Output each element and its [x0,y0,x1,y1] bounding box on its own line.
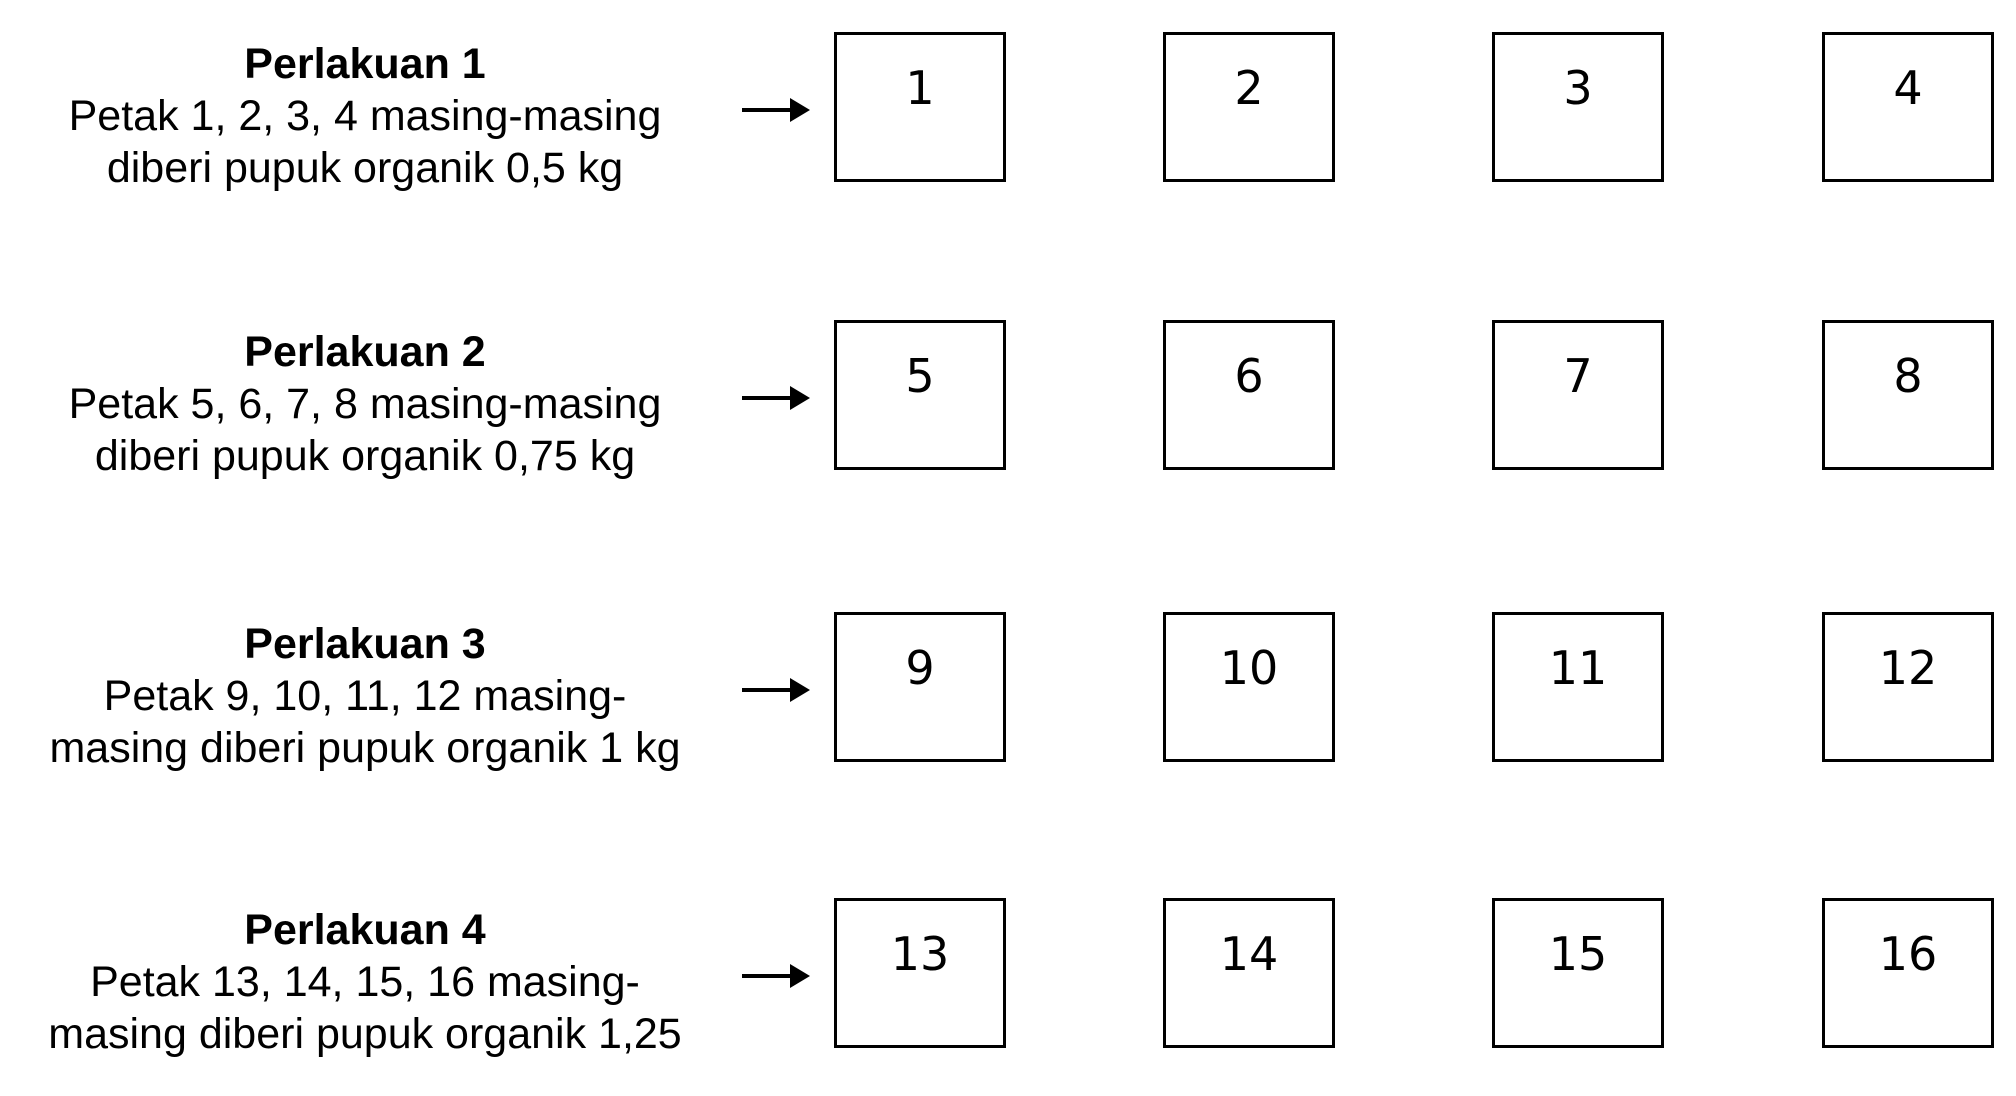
plot-box-12: 12 [1822,612,1994,762]
treatment-row-3: Perlakuan 3 Petak 9, 10, 11, 12 masing- … [0,610,2016,810]
plot-box-14: 14 [1163,898,1335,1048]
treatment-label-2: Perlakuan 2 Petak 5, 6, 7, 8 masing-masi… [20,326,710,482]
plot-box-15: 15 [1492,898,1664,1048]
treatment-description-2-line-2: diberi pupuk organik 0,75 kg [94,432,636,480]
plot-box-5: 5 [834,320,1006,470]
treatment-description-3-line-1: Petak 9, 10, 11, 12 masing- [103,672,627,720]
arrow-right-icon [742,92,810,128]
plot-box-11: 11 [1492,612,1664,762]
treatment-description-4-line-2: masing diberi pupuk organik 1,25 [48,1010,682,1058]
plot-box-8: 8 [1822,320,1994,470]
treatment-label-1: Perlakuan 1 Petak 1, 2, 3, 4 masing-masi… [20,38,710,194]
plot-box-1: 1 [834,32,1006,182]
treatment-row-4: Perlakuan 4 Petak 13, 14, 15, 16 masing-… [0,896,2016,1096]
plot-box-6: 6 [1163,320,1335,470]
plot-box-4: 4 [1822,32,1994,182]
plot-box-2: 2 [1163,32,1335,182]
plot-box-9: 9 [834,612,1006,762]
treatment-description-2-line-1: Petak 5, 6, 7, 8 masing-masing [68,380,662,428]
treatment-row-1: Perlakuan 1 Petak 1, 2, 3, 4 masing-masi… [0,30,2016,230]
arrow-right-icon [742,672,810,708]
plot-box-16: 16 [1822,898,1994,1048]
treatment-description-3-line-2: masing diberi pupuk organik 1 kg [49,724,681,772]
plot-box-10: 10 [1163,612,1335,762]
treatment-title-1: Perlakuan 1 [244,40,486,88]
arrow-right-icon [742,380,810,416]
arrow-right-icon [742,958,810,994]
plot-box-13: 13 [834,898,1006,1048]
treatment-description-1-line-1: Petak 1, 2, 3, 4 masing-masing [68,92,662,140]
treatment-description-1-line-2: diberi pupuk organik 0,5 kg [106,144,624,192]
treatment-label-3: Perlakuan 3 Petak 9, 10, 11, 12 masing- … [20,618,710,774]
treatment-title-2: Perlakuan 2 [244,328,486,376]
treatment-title-3: Perlakuan 3 [244,620,486,668]
plot-box-3: 3 [1492,32,1664,182]
plot-box-7: 7 [1492,320,1664,470]
treatment-title-4: Perlakuan 4 [244,906,486,954]
treatment-label-4: Perlakuan 4 Petak 13, 14, 15, 16 masing-… [20,904,710,1060]
treatment-row-2: Perlakuan 2 Petak 5, 6, 7, 8 masing-masi… [0,318,2016,518]
treatment-description-4-line-1: Petak 13, 14, 15, 16 masing- [90,958,640,1006]
